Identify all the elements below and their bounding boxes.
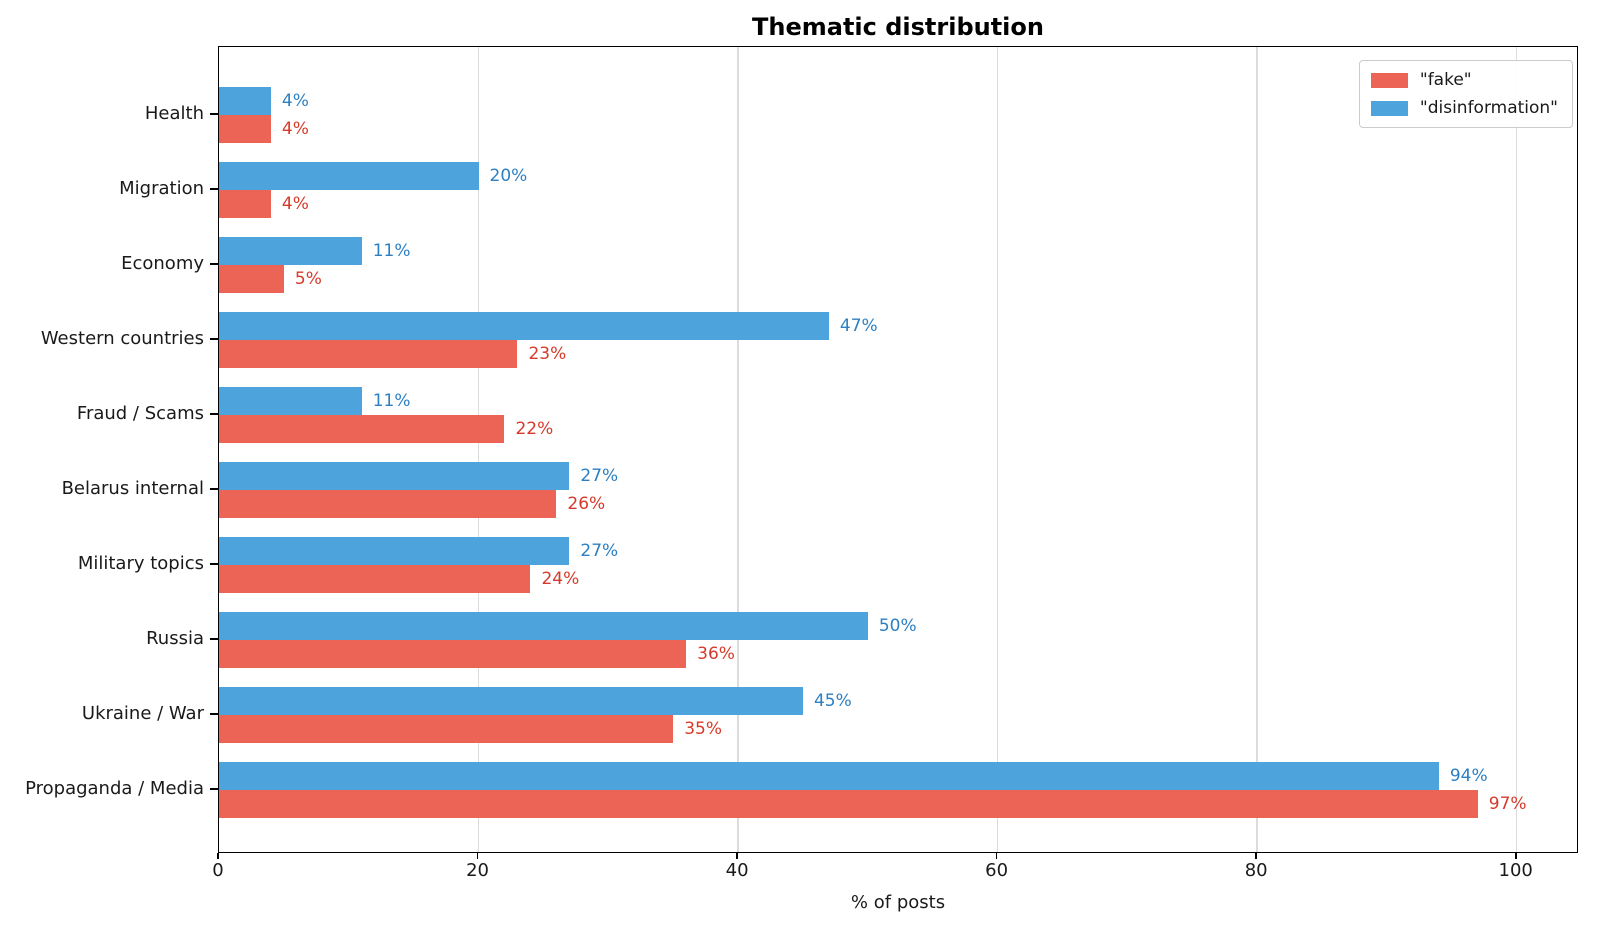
x-tick-label: 100 bbox=[1498, 860, 1533, 881]
disinformation-value-label: 94% bbox=[1449, 766, 1488, 786]
x-tick-label: 20 bbox=[466, 860, 489, 881]
y-tick-mark bbox=[210, 713, 218, 715]
legend-item-fake: "fake" bbox=[1370, 70, 1558, 90]
disinformation-value-label: 11% bbox=[372, 241, 411, 261]
y-tick-label: Health bbox=[144, 103, 204, 124]
y-tick-mark bbox=[210, 188, 218, 190]
y-tick-mark bbox=[210, 563, 218, 565]
legend-swatch-fake-icon bbox=[1370, 72, 1408, 88]
disinformation-value-label: 47% bbox=[839, 316, 878, 336]
x-tick-mark bbox=[995, 853, 998, 859]
legend-label-fake: "fake" bbox=[1419, 70, 1472, 90]
fake-bar bbox=[219, 790, 1478, 818]
disinformation-bar bbox=[219, 462, 570, 490]
disinformation-value-label: 4% bbox=[281, 91, 309, 111]
fake-value-label: 5% bbox=[294, 269, 322, 289]
fake-value-label: 23% bbox=[528, 344, 567, 364]
y-tick-label: Fraud / Scams bbox=[76, 403, 204, 424]
fake-bar bbox=[219, 190, 271, 218]
y-tick-mark bbox=[210, 638, 218, 640]
fake-bar bbox=[219, 340, 518, 368]
gridline-x-80 bbox=[1256, 47, 1258, 852]
x-tick-mark bbox=[1255, 853, 1257, 859]
x-tick-label: 60 bbox=[985, 860, 1009, 881]
fake-bar bbox=[219, 415, 505, 443]
fake-bar bbox=[219, 715, 674, 743]
legend-swatch-disinformation-icon bbox=[1370, 100, 1408, 116]
disinformation-bar bbox=[219, 312, 829, 340]
y-tick-label: Military topics bbox=[77, 553, 204, 574]
x-tick-mark bbox=[736, 853, 738, 859]
gridline-x-100 bbox=[1516, 47, 1518, 852]
disinformation-bar bbox=[219, 237, 362, 265]
y-tick-mark bbox=[210, 263, 218, 265]
y-tick-label: Russia bbox=[146, 628, 204, 649]
x-tick-mark bbox=[217, 853, 219, 859]
legend: "fake" "disinformation" bbox=[1358, 60, 1573, 128]
y-tick-mark bbox=[210, 788, 218, 790]
disinformation-bar bbox=[219, 762, 1439, 790]
legend-label-disinformation: "disinformation" bbox=[1419, 98, 1558, 118]
x-tick-label: 0 bbox=[212, 860, 224, 881]
disinformation-bar bbox=[219, 612, 868, 640]
fake-bar bbox=[219, 640, 687, 668]
fake-value-label: 26% bbox=[567, 494, 606, 514]
y-tick-mark bbox=[210, 113, 218, 115]
x-tick-label: 40 bbox=[725, 860, 749, 881]
disinformation-bar bbox=[219, 537, 570, 565]
fake-bar bbox=[219, 565, 531, 593]
disinformation-bar bbox=[219, 387, 362, 415]
y-tick-label: Economy bbox=[121, 253, 204, 274]
fake-bar bbox=[219, 265, 284, 293]
y-tick-mark bbox=[210, 413, 218, 415]
fake-value-label: 4% bbox=[281, 119, 309, 139]
x-tick-label: 80 bbox=[1244, 860, 1268, 881]
y-tick-mark bbox=[210, 338, 218, 340]
gridline-x-20 bbox=[477, 47, 480, 852]
x-axis-label: % of posts bbox=[850, 892, 946, 913]
disinformation-bar bbox=[219, 162, 479, 190]
disinformation-bar bbox=[219, 87, 271, 115]
gridline-x-60 bbox=[996, 47, 999, 852]
y-tick-label: Propaganda / Media bbox=[25, 778, 204, 799]
disinformation-bar bbox=[219, 687, 803, 715]
fake-value-label: 35% bbox=[684, 719, 722, 739]
fake-bar bbox=[219, 115, 271, 143]
y-tick-label: Ukraine / War bbox=[81, 703, 204, 724]
legend-item-disinformation: "disinformation" bbox=[1370, 98, 1558, 118]
disinformation-value-label: 27% bbox=[580, 466, 619, 486]
y-tick-label: Western countries bbox=[40, 328, 204, 349]
y-tick-label: Belarus internal bbox=[61, 478, 204, 499]
fake-value-label: 24% bbox=[541, 569, 580, 589]
fake-value-label: 22% bbox=[515, 419, 554, 439]
x-tick-mark bbox=[1514, 853, 1517, 859]
y-tick-label: Migration bbox=[119, 178, 204, 199]
disinformation-value-label: 50% bbox=[878, 616, 917, 636]
fake-value-label: 4% bbox=[281, 194, 309, 214]
chart-title: Thematic distribution bbox=[752, 13, 1044, 41]
fake-value-label: 97% bbox=[1488, 794, 1527, 814]
fake-value-label: 36% bbox=[697, 644, 735, 664]
disinformation-value-label: 20% bbox=[489, 166, 528, 186]
disinformation-value-label: 27% bbox=[580, 541, 619, 561]
gridline-x-40 bbox=[737, 47, 739, 852]
x-tick-mark bbox=[476, 853, 479, 859]
disinformation-value-label: 11% bbox=[372, 391, 411, 411]
fake-bar bbox=[219, 490, 557, 518]
disinformation-value-label: 45% bbox=[813, 691, 852, 711]
y-tick-mark bbox=[210, 488, 218, 490]
plot-area: "fake" "disinformation" 4% 4% 20% 4% 11% 5% 47… bbox=[218, 46, 1578, 853]
